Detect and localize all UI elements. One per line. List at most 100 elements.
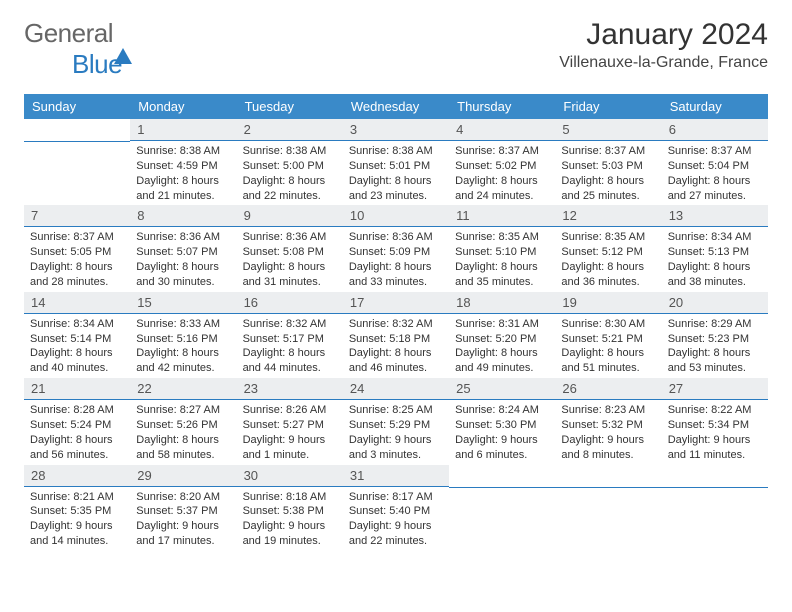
daylight-line-1: Daylight: 9 hours [243,433,337,448]
sunrise-line: Sunrise: 8:38 AM [243,144,337,159]
day-number: 14 [24,292,130,314]
daylight-line-1: Daylight: 8 hours [668,260,762,275]
day-number: 15 [130,292,236,314]
calendar-cell: 18Sunrise: 8:31 AMSunset: 5:20 PMDayligh… [449,292,555,378]
day-number: 8 [130,205,236,227]
daylight-line-1: Daylight: 8 hours [668,346,762,361]
day-body: Sunrise: 8:37 AMSunset: 5:03 PMDaylight:… [555,141,661,205]
sunset-line: Sunset: 5:27 PM [243,418,337,433]
day-number-empty [555,465,661,488]
day-number: 23 [237,378,343,400]
daylight-line-1: Daylight: 9 hours [349,519,443,534]
day-body: Sunrise: 8:26 AMSunset: 5:27 PMDaylight:… [237,400,343,464]
calendar-cell: 27Sunrise: 8:22 AMSunset: 5:34 PMDayligh… [662,378,768,464]
calendar-week-row: 28Sunrise: 8:21 AMSunset: 5:35 PMDayligh… [24,465,768,551]
weekday-header: Sunday [24,94,130,119]
daylight-line-2: and 44 minutes. [243,361,337,376]
calendar-cell: 19Sunrise: 8:30 AMSunset: 5:21 PMDayligh… [555,292,661,378]
day-number: 2 [237,119,343,141]
sunset-line: Sunset: 5:10 PM [455,245,549,260]
day-body: Sunrise: 8:35 AMSunset: 5:12 PMDaylight:… [555,227,661,291]
calendar-cell: 16Sunrise: 8:32 AMSunset: 5:17 PMDayligh… [237,292,343,378]
sunset-line: Sunset: 5:13 PM [668,245,762,260]
daylight-line-1: Daylight: 8 hours [136,433,230,448]
sunset-line: Sunset: 5:16 PM [136,332,230,347]
day-body: Sunrise: 8:24 AMSunset: 5:30 PMDaylight:… [449,400,555,464]
day-body: Sunrise: 8:38 AMSunset: 4:59 PMDaylight:… [130,141,236,205]
sunset-line: Sunset: 5:03 PM [561,159,655,174]
day-body: Sunrise: 8:22 AMSunset: 5:34 PMDaylight:… [662,400,768,464]
sunrise-line: Sunrise: 8:22 AM [668,403,762,418]
day-body: Sunrise: 8:37 AMSunset: 5:04 PMDaylight:… [662,141,768,205]
day-body: Sunrise: 8:27 AMSunset: 5:26 PMDaylight:… [130,400,236,464]
daylight-line-1: Daylight: 8 hours [136,260,230,275]
day-number: 21 [24,378,130,400]
day-number: 29 [130,465,236,487]
sunrise-line: Sunrise: 8:17 AM [349,490,443,505]
calendar-week-row: 1Sunrise: 8:38 AMSunset: 4:59 PMDaylight… [24,119,768,205]
sunset-line: Sunset: 5:01 PM [349,159,443,174]
sunset-line: Sunset: 5:09 PM [349,245,443,260]
calendar-cell: 14Sunrise: 8:34 AMSunset: 5:14 PMDayligh… [24,292,130,378]
daylight-line-2: and 58 minutes. [136,448,230,463]
daylight-line-2: and 36 minutes. [561,275,655,290]
daylight-line-1: Daylight: 8 hours [561,260,655,275]
day-number: 12 [555,205,661,227]
sunrise-line: Sunrise: 8:36 AM [136,230,230,245]
sunset-line: Sunset: 5:17 PM [243,332,337,347]
daylight-line-2: and 21 minutes. [136,189,230,204]
day-body: Sunrise: 8:33 AMSunset: 5:16 PMDaylight:… [130,314,236,378]
daylight-line-2: and 35 minutes. [455,275,549,290]
daylight-line-2: and 46 minutes. [349,361,443,376]
sunset-line: Sunset: 5:20 PM [455,332,549,347]
calendar-week-row: 7Sunrise: 8:37 AMSunset: 5:05 PMDaylight… [24,205,768,291]
calendar-cell: 3Sunrise: 8:38 AMSunset: 5:01 PMDaylight… [343,119,449,205]
sunrise-line: Sunrise: 8:24 AM [455,403,549,418]
day-number: 1 [130,119,236,141]
calendar-cell: 9Sunrise: 8:36 AMSunset: 5:08 PMDaylight… [237,205,343,291]
calendar-cell: 21Sunrise: 8:28 AMSunset: 5:24 PMDayligh… [24,378,130,464]
calendar-cell: 30Sunrise: 8:18 AMSunset: 5:38 PMDayligh… [237,465,343,551]
day-body: Sunrise: 8:36 AMSunset: 5:08 PMDaylight:… [237,227,343,291]
daylight-line-1: Daylight: 9 hours [136,519,230,534]
sunrise-line: Sunrise: 8:38 AM [136,144,230,159]
daylight-line-1: Daylight: 9 hours [349,433,443,448]
day-number: 7 [24,205,130,227]
sunrise-line: Sunrise: 8:34 AM [30,317,124,332]
sunset-line: Sunset: 5:30 PM [455,418,549,433]
daylight-line-2: and 31 minutes. [243,275,337,290]
calendar-cell: 11Sunrise: 8:35 AMSunset: 5:10 PMDayligh… [449,205,555,291]
calendar-cell: 20Sunrise: 8:29 AMSunset: 5:23 PMDayligh… [662,292,768,378]
daylight-line-2: and 42 minutes. [136,361,230,376]
sunset-line: Sunset: 5:32 PM [561,418,655,433]
sunrise-line: Sunrise: 8:33 AM [136,317,230,332]
sunset-line: Sunset: 5:38 PM [243,504,337,519]
sunrise-line: Sunrise: 8:20 AM [136,490,230,505]
calendar-week-row: 21Sunrise: 8:28 AMSunset: 5:24 PMDayligh… [24,378,768,464]
day-number-empty [662,465,768,488]
logo: General Blue [24,18,132,80]
day-body: Sunrise: 8:35 AMSunset: 5:10 PMDaylight:… [449,227,555,291]
day-number: 26 [555,378,661,400]
day-number-empty [449,465,555,488]
daylight-line-2: and 33 minutes. [349,275,443,290]
weekday-header: Tuesday [237,94,343,119]
daylight-line-2: and 51 minutes. [561,361,655,376]
sunrise-line: Sunrise: 8:38 AM [349,144,443,159]
daylight-line-1: Daylight: 8 hours [349,346,443,361]
daylight-line-1: Daylight: 8 hours [349,174,443,189]
sunset-line: Sunset: 5:24 PM [30,418,124,433]
calendar-cell: 5Sunrise: 8:37 AMSunset: 5:03 PMDaylight… [555,119,661,205]
sunrise-line: Sunrise: 8:26 AM [243,403,337,418]
day-number: 30 [237,465,343,487]
calendar-table: SundayMondayTuesdayWednesdayThursdayFrid… [24,94,768,551]
sunset-line: Sunset: 4:59 PM [136,159,230,174]
daylight-line-2: and 19 minutes. [243,534,337,549]
sunrise-line: Sunrise: 8:32 AM [243,317,337,332]
weekday-row: SundayMondayTuesdayWednesdayThursdayFrid… [24,94,768,119]
month-title: January 2024 [559,18,768,52]
calendar-cell: 4Sunrise: 8:37 AMSunset: 5:02 PMDaylight… [449,119,555,205]
day-number: 11 [449,205,555,227]
daylight-line-2: and 3 minutes. [349,448,443,463]
calendar-cell: 17Sunrise: 8:32 AMSunset: 5:18 PMDayligh… [343,292,449,378]
